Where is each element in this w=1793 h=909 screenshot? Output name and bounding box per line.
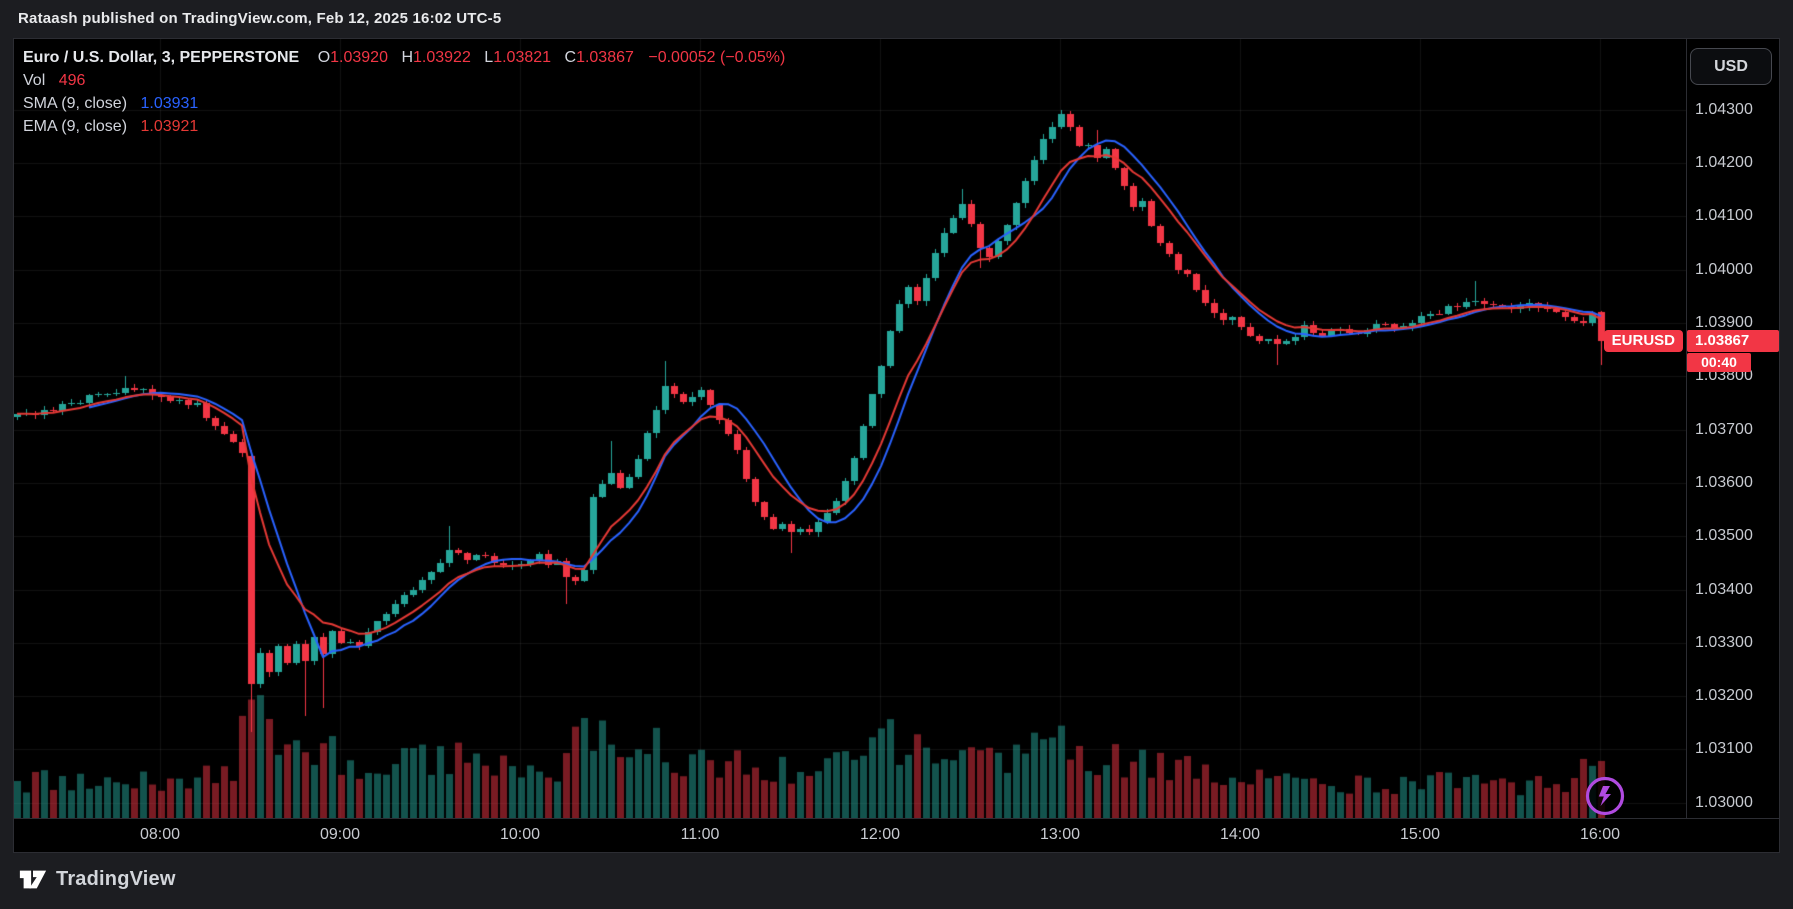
high-value: 1.03922 [413,49,471,66]
price-axis-label: 1.04000 [1695,260,1753,278]
ema-value: 1.03921 [140,118,199,135]
lightning-icon [1585,776,1625,816]
high-label: H [401,49,413,66]
price-axis-label: 1.03100 [1695,740,1753,758]
time-axis-label: 13:00 [1039,826,1081,843]
time-axis-label: 12:00 [859,826,901,843]
legend-symbol-row[interactable]: Euro / U.S. Dollar, 3, PEPPERSTONE O1.03… [23,46,785,69]
quick-trade-button[interactable] [1584,775,1626,822]
low-label: L [484,49,494,66]
time-axis-label: 16:00 [1579,826,1621,843]
price-axis-label: 1.03400 [1695,580,1753,598]
time-axis-scale[interactable]: 08:00 09:00 10:00 11:00 12:00 13:00 14:00 15:00… [14,818,1779,852]
time-axis-label: 08:00 [139,826,181,843]
price-axis-label: 1.03600 [1695,473,1753,491]
bar-countdown-label: 00:40 [1687,352,1751,372]
price-axis-label: 1.03200 [1695,687,1753,705]
price-axis-label: 1.03700 [1695,420,1753,438]
candlestick-chart-canvas[interactable] [14,39,1687,819]
chart-legend: Euro / U.S. Dollar, 3, PEPPERSTONE O1.03… [23,46,785,138]
volume-label: Vol [23,72,46,89]
chart-frame: Euro / U.S. Dollar, 3, PEPPERSTONE O1.03… [13,38,1780,853]
price-axis-label: 1.04300 [1695,100,1753,118]
legend-ema-row[interactable]: EMA (9, close) 1.03921 [23,115,785,138]
legend-volume-row[interactable]: Vol 496 [23,69,785,92]
sma-value: 1.03931 [140,95,199,112]
symbol-badge: EURUSD [1603,329,1683,352]
close-value: 1.03867 [576,49,634,66]
price-axis-scale[interactable]: USD 1.03867 00:40 1.04300 1.04200 1.04100 1… [1686,39,1779,819]
time-axis-label: 15:00 [1399,826,1441,843]
change-value: −0.00052 (−0.05%) [648,49,786,66]
currency-toggle-button[interactable]: USD [1690,48,1772,85]
price-axis-label: 1.04100 [1695,207,1753,225]
time-axis-label: 09:00 [319,826,361,843]
time-axis-label: 14:00 [1219,826,1261,843]
price-axis-label: 1.03500 [1695,527,1753,545]
tradingview-logo-icon [19,870,47,889]
open-label: O [317,49,331,66]
time-axis-label: 11:00 [680,826,720,843]
price-axis-label: 1.03300 [1695,633,1753,651]
last-price-label: 1.03867 [1687,329,1779,352]
low-value: 1.03821 [493,49,552,66]
brand-footer[interactable]: TradingView [18,861,176,897]
price-axis-label: 1.03900 [1695,314,1753,331]
volume-value: 496 [58,72,86,89]
close-label: C [564,49,577,66]
ema-label: EMA (9, close) [23,118,128,135]
legend-sma-row[interactable]: SMA (9, close) 1.03931 [23,92,785,115]
snapshot-title: Rataash published on TradingView.com, Fe… [18,10,502,27]
brand-name: TradingView [56,867,176,890]
time-axis-label: 10:00 [499,826,541,843]
open-value: 1.03920 [330,49,388,66]
symbol-description: Euro / U.S. Dollar, 3, PEPPERSTONE [23,49,300,66]
sma-label: SMA (9, close) [23,95,128,112]
price-axis-label: 1.04200 [1695,154,1753,172]
price-axis-label: 1.03000 [1695,793,1753,811]
